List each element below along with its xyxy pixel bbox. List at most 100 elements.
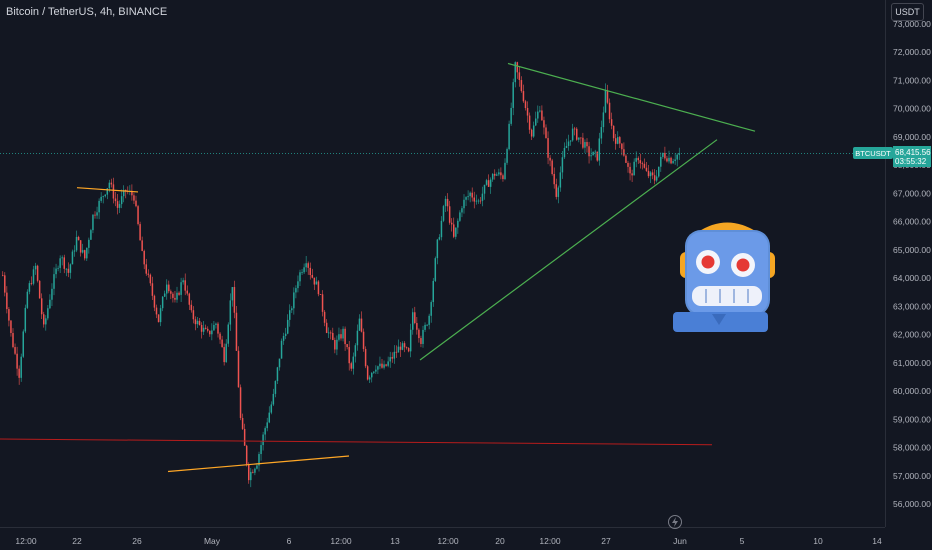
candle-body xyxy=(623,149,625,156)
candle-body xyxy=(172,293,174,298)
candle-body xyxy=(153,295,156,308)
candle-body xyxy=(88,239,90,248)
candle-body xyxy=(102,196,104,197)
candle-body xyxy=(159,308,162,323)
candle-body xyxy=(330,332,332,334)
time-tick-label: 13 xyxy=(390,536,400,546)
candle-body xyxy=(325,322,328,333)
candle-body xyxy=(391,357,393,359)
candle-body xyxy=(301,272,303,274)
price-tick-label: 57,000.00 xyxy=(893,471,931,481)
candle-body xyxy=(235,312,238,351)
candle-body xyxy=(291,308,293,311)
candle-body xyxy=(176,292,178,300)
time-tick-label: 14 xyxy=(872,536,882,546)
candle-body xyxy=(188,293,191,305)
candle-body xyxy=(94,214,96,216)
candle-body xyxy=(122,189,125,197)
price-tag-countdown: 03:55:32 xyxy=(895,157,927,166)
candle-body xyxy=(377,366,379,370)
candle-body xyxy=(178,292,180,295)
candle-body xyxy=(30,283,33,284)
candle-body xyxy=(409,329,412,352)
candle-body xyxy=(71,251,74,265)
candle-body xyxy=(643,163,646,168)
candle-body xyxy=(114,198,117,202)
candle-body xyxy=(393,351,396,359)
candle-body xyxy=(43,314,45,325)
candle-body xyxy=(590,155,592,157)
candle-body xyxy=(344,328,346,345)
candle-body xyxy=(610,119,613,126)
candle-body xyxy=(334,339,336,350)
candle-body xyxy=(422,329,424,344)
candle-body xyxy=(588,146,590,157)
candle-body xyxy=(401,343,404,350)
candle-body xyxy=(506,149,508,163)
candle-body xyxy=(645,167,648,171)
candle-body xyxy=(614,138,617,144)
candle-body xyxy=(475,200,478,202)
candle-body xyxy=(366,366,369,380)
candle-body xyxy=(229,300,232,325)
candle-body xyxy=(202,327,205,332)
candle-body xyxy=(170,291,172,294)
candle-body xyxy=(168,284,170,292)
candle-body xyxy=(647,170,650,177)
price-tag-value: 68,415.56 xyxy=(895,148,931,157)
candle-body xyxy=(450,222,453,225)
price-tick-label: 70,000.00 xyxy=(893,104,931,114)
candle-body xyxy=(63,257,65,269)
candle-body xyxy=(129,190,131,192)
candle-body xyxy=(139,224,141,241)
candle-body xyxy=(227,324,229,344)
candle-body xyxy=(81,250,84,253)
candle-body xyxy=(79,240,82,253)
lightning-icon[interactable] xyxy=(668,515,682,529)
symbol-tag: BTCUSDT xyxy=(855,149,891,158)
candle-body xyxy=(211,330,213,335)
candle-body xyxy=(221,339,223,348)
time-tick-label: 12:00 xyxy=(15,536,37,546)
currency-button[interactable]: USDT xyxy=(891,3,924,21)
candle-body xyxy=(627,162,629,167)
last-price-tag: BTCUSDT 68,415.56 03:55:32 xyxy=(853,146,931,167)
candle-body xyxy=(311,275,314,278)
candle-body xyxy=(395,351,398,353)
candle-body xyxy=(668,157,670,162)
price-axis: 56,000.00 57,000.00 58,000.00 59,000.00 60,0… xyxy=(893,19,931,509)
candle-body xyxy=(161,296,164,309)
candle-body xyxy=(573,128,576,130)
candle-body xyxy=(612,125,615,139)
trendline xyxy=(76,187,139,193)
candle-body xyxy=(174,297,176,300)
candle-body xyxy=(522,91,525,102)
candle-body xyxy=(491,173,494,180)
candle-body xyxy=(4,275,6,293)
candle-body xyxy=(426,324,428,326)
candle-body xyxy=(364,348,367,367)
candle-body xyxy=(407,348,410,352)
candle-body xyxy=(512,82,514,108)
candle-body xyxy=(455,227,457,237)
candle-body xyxy=(453,224,455,237)
candle-body xyxy=(442,206,445,221)
candle-body xyxy=(547,138,549,158)
candle-body xyxy=(90,230,92,240)
candle-body xyxy=(180,282,182,295)
candle-body xyxy=(469,192,471,197)
candle-body xyxy=(84,250,86,259)
candle-body xyxy=(321,294,324,312)
candle-body xyxy=(416,323,418,330)
candle-body xyxy=(496,174,498,176)
candle-body xyxy=(424,324,426,330)
candle-body xyxy=(192,310,195,320)
candle-body xyxy=(660,156,662,167)
candle-body xyxy=(389,357,391,362)
candle-body xyxy=(543,120,545,128)
time-tick-label: 12:00 xyxy=(539,536,561,546)
candle-body xyxy=(678,153,680,155)
candle-body xyxy=(354,345,357,357)
candle-body xyxy=(125,189,127,192)
